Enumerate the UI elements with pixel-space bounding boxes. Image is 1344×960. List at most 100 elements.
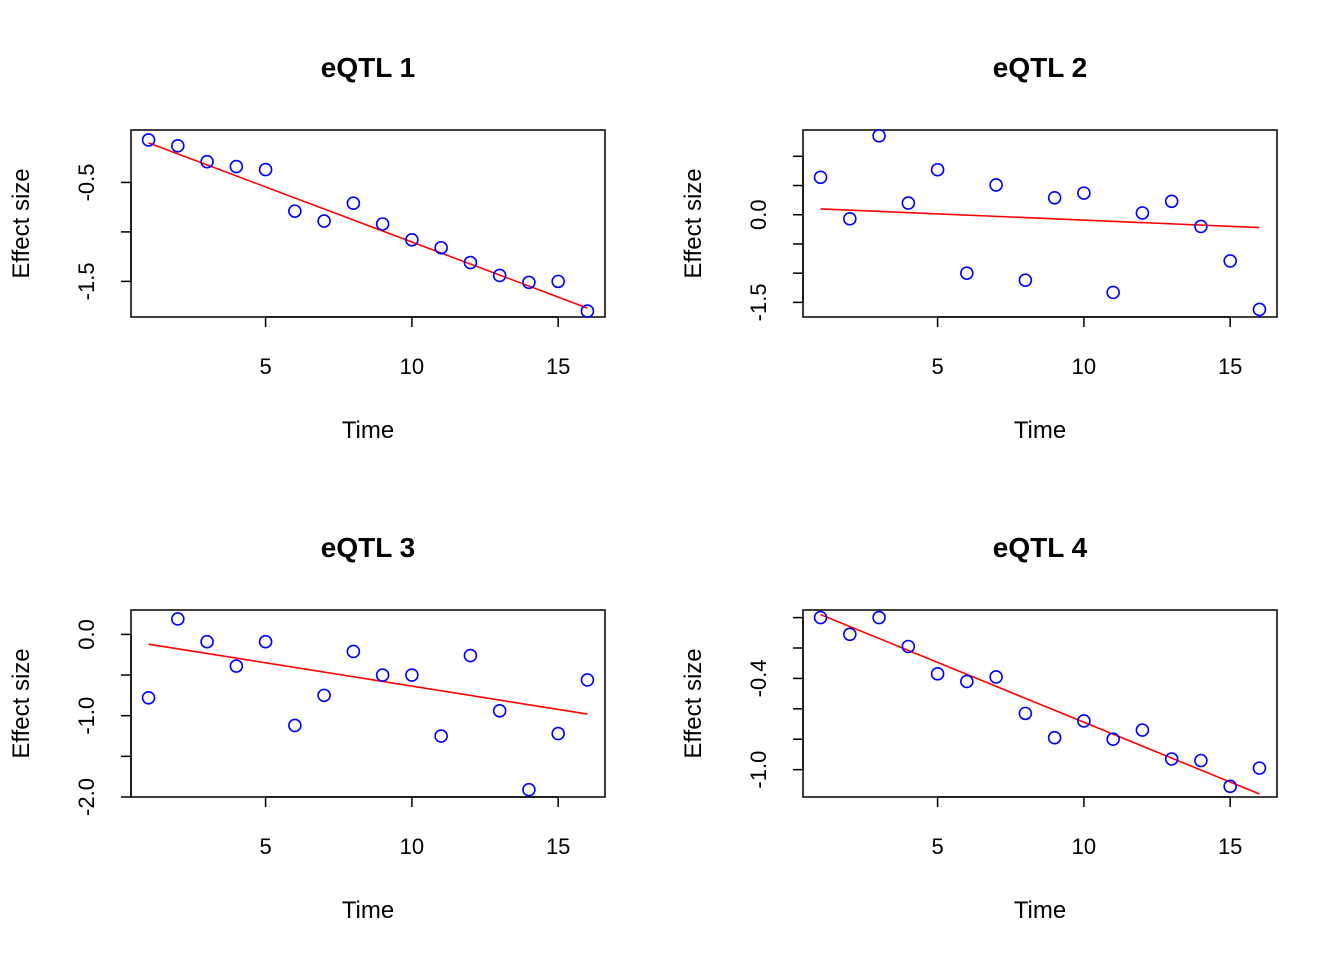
- data-point: [1194, 219, 1208, 234]
- data-point: [1252, 761, 1267, 775]
- x-axis-label: Time: [342, 897, 394, 924]
- data-point: [1106, 285, 1120, 300]
- data-point: [229, 659, 244, 673]
- data-point: [522, 782, 536, 797]
- y-tick-label: -1.0: [746, 751, 771, 789]
- data-point: [1223, 254, 1237, 268]
- data-point: [551, 726, 565, 741]
- panel-title: eQTL 2: [993, 52, 1087, 83]
- data-point: [229, 159, 244, 174]
- data-point: [200, 634, 214, 649]
- data-point: [901, 196, 916, 210]
- data-point: [171, 139, 185, 153]
- data-point: [492, 704, 507, 718]
- data-point: [872, 129, 886, 143]
- data-point: [1223, 779, 1237, 794]
- y-axis-label: Effect size: [8, 648, 35, 758]
- data-point: [1018, 706, 1033, 721]
- panel-eqtl-4: eQTL 4 5 10 15 Time -0.4 -1.0 Effect size: [680, 532, 1278, 924]
- x-tick-label: 15: [546, 354, 570, 379]
- data-point: [463, 648, 478, 663]
- data-point: [813, 170, 828, 185]
- y-axis: -0.4 -1.0 Effect size: [680, 616, 804, 789]
- data-point: [375, 668, 390, 682]
- x-axis: 5 10 15 Time: [931, 796, 1242, 924]
- data-point: [463, 255, 478, 270]
- data-point: [288, 204, 302, 218]
- data-point: [872, 610, 886, 625]
- x-axis-label: Time: [1014, 417, 1066, 444]
- data-point: [434, 729, 448, 743]
- data-point: [580, 304, 595, 318]
- data-point: [580, 673, 595, 687]
- data-point: [989, 670, 1003, 684]
- data-point: [1252, 302, 1267, 317]
- y-axis: 0.0 -1.5 Effect size: [680, 155, 804, 321]
- data-point: [171, 612, 185, 626]
- x-axis: 5 10 15 Time: [931, 316, 1242, 444]
- data-point: [843, 627, 857, 642]
- fit-line: [820, 208, 1260, 229]
- y-axis-label: Effect size: [680, 648, 707, 758]
- data-points: [813, 129, 1267, 317]
- data-point: [522, 275, 536, 290]
- y-tick-label: -2.0: [74, 778, 99, 816]
- data-point: [258, 162, 273, 177]
- data-point: [317, 688, 331, 703]
- panel-title: eQTL 4: [993, 532, 1088, 563]
- data-point: [813, 610, 828, 625]
- data-point: [1047, 730, 1062, 745]
- x-axis-label: Time: [1014, 897, 1066, 924]
- y-axis: 0.0 -1.0 -2.0 Effect size: [8, 619, 132, 816]
- data-point: [930, 162, 945, 177]
- data-point: [288, 718, 302, 733]
- x-tick-label: 5: [259, 354, 271, 379]
- data-point: [346, 196, 361, 211]
- x-axis: 5 10 15 Time: [259, 316, 570, 444]
- data-point: [1106, 732, 1120, 747]
- panel-title: eQTL 3: [321, 532, 415, 563]
- x-tick-label: 15: [1218, 354, 1242, 379]
- x-tick-label: 10: [400, 354, 424, 379]
- data-point: [405, 233, 419, 247]
- fit-line: [148, 643, 588, 715]
- data-point: [901, 639, 916, 654]
- data-point: [1164, 752, 1179, 766]
- x-tick-label: 5: [931, 354, 943, 379]
- data-point: [1135, 206, 1150, 220]
- panel-eqtl-1: eQTL 1 5 10 15 Time -0.5 -1.5 Effect size: [8, 52, 606, 444]
- data-point: [346, 644, 361, 659]
- data-points: [813, 610, 1267, 794]
- x-tick-label: 15: [1218, 834, 1242, 859]
- y-tick-label: -0.5: [74, 163, 99, 201]
- data-point: [1164, 194, 1179, 209]
- y-tick-label: 0.0: [746, 199, 771, 230]
- data-point: [1135, 723, 1150, 737]
- data-point: [551, 274, 565, 289]
- y-axis: -0.5 -1.5 Effect size: [8, 163, 132, 300]
- data-point: [930, 667, 945, 681]
- x-tick-label: 10: [1072, 834, 1096, 859]
- data-point: [960, 266, 974, 280]
- data-point: [200, 154, 214, 169]
- panel-eqtl-3: eQTL 3 5 10 15 Time 0.0 -1.0 -2.0 Effect size: [8, 532, 606, 924]
- data-point: [843, 212, 857, 226]
- data-point: [1077, 714, 1091, 728]
- x-tick-label: 5: [259, 834, 271, 859]
- data-point: [375, 217, 390, 231]
- fit-line: [820, 613, 1260, 795]
- panel-title: eQTL 1: [321, 52, 415, 83]
- y-tick-label: -1.0: [74, 697, 99, 735]
- data-points: [141, 612, 595, 797]
- data-point: [1194, 753, 1208, 768]
- data-point: [317, 214, 331, 228]
- data-point: [989, 178, 1003, 192]
- y-tick-label: 0.0: [74, 619, 99, 650]
- y-tick-label: -0.4: [746, 659, 771, 697]
- x-tick-label: 10: [400, 834, 424, 859]
- y-tick-label: -1.5: [746, 283, 771, 321]
- data-point: [1077, 186, 1091, 200]
- x-tick-label: 5: [931, 834, 943, 859]
- data-point: [405, 668, 419, 682]
